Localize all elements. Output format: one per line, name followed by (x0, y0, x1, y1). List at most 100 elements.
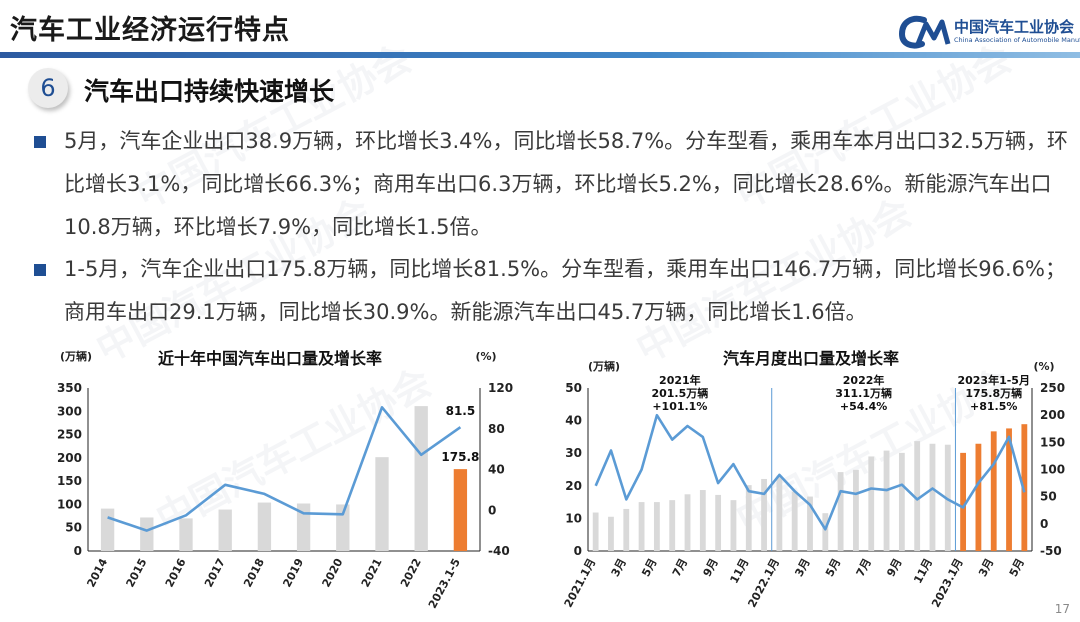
logo: 中国汽车工业协会 China Association of Automobile… (898, 14, 1080, 50)
bar (745, 485, 752, 551)
y-tick-label-left: 0 (574, 544, 582, 558)
bar (822, 513, 829, 551)
bar (761, 478, 767, 551)
x-tick-label: 7月 (670, 556, 690, 579)
x-tick-label: 11月 (728, 556, 752, 585)
y-tick-label-left: 0 (74, 544, 82, 558)
bar (929, 443, 936, 551)
x-tick-label: 2021.1月 (562, 556, 599, 609)
logo-text-cn: 中国汽车工业协会 (954, 18, 1075, 36)
data-label: 175.8 (441, 450, 479, 464)
bullet-square-icon (34, 136, 46, 148)
header-divider (0, 52, 1080, 58)
bar (914, 441, 921, 551)
x-tick-label: 2022.1月 (745, 556, 782, 609)
y-tick-label-right: 50 (1040, 490, 1057, 504)
bar (730, 500, 737, 551)
x-tick-label: 5月 (639, 556, 659, 579)
bar (853, 469, 859, 551)
y-tick-label-right: 80 (488, 422, 505, 436)
bullet-square-icon (34, 264, 46, 276)
bar (669, 500, 676, 551)
bar (608, 516, 614, 551)
data-label: 81.5 (446, 404, 476, 418)
bar (179, 518, 193, 551)
bar (623, 508, 630, 551)
bar (776, 475, 783, 551)
y-tick-label-left: 50 (565, 381, 582, 395)
x-tick-label: 2023.1月 (929, 556, 966, 609)
y-tick-label-right: 250 (1040, 381, 1065, 395)
bar (960, 452, 967, 551)
period-annotation: 2021年 (659, 373, 701, 387)
y-tick-label-left: 150 (57, 474, 82, 488)
y-tick-label-left: 350 (57, 381, 82, 395)
x-tick-label: 2021 (359, 556, 385, 589)
y-tick-label-right: 0 (488, 503, 496, 517)
bar (898, 452, 905, 551)
bullet-text: 1-5月，汽车企业出口175.8万辆，同比增长81.5%。分车型看，乘用车出口1… (64, 257, 1066, 324)
bar (653, 502, 660, 551)
chart-title: 汽车月度出口量及增长率 (723, 349, 899, 368)
bar (990, 431, 997, 551)
bar (837, 472, 844, 551)
bullet-item: 1-5月，汽车企业出口175.8万辆，同比增长81.5%。分车型看，乘用车出口1… (34, 248, 1074, 334)
x-tick-label: 3月 (976, 556, 996, 579)
logo-text-en: China Association of Automobile Manufact… (954, 36, 1080, 44)
period-annotation: 2022年 (843, 373, 885, 387)
y-axis-left-unit: (万辆) (588, 359, 620, 373)
growth-rate-line (594, 413, 1026, 531)
x-tick-label: 2019 (280, 556, 306, 589)
bar (296, 503, 311, 551)
x-tick-label: 3月 (792, 556, 812, 579)
y-tick-label-right: 150 (1040, 435, 1065, 449)
y-tick-label-left: 20 (565, 479, 582, 493)
x-tick-label: 9月 (884, 556, 904, 579)
x-tick-label: 2017 (202, 556, 228, 589)
bullet-text: 5月，汽车企业出口38.9万辆，环比增长3.4%，同比增长58.7%。分车型看，… (64, 129, 1068, 239)
y-tick-label-left: 250 (57, 428, 82, 442)
growth-rate-line (107, 406, 462, 532)
bar (336, 504, 350, 551)
x-tick-label: 7月 (854, 556, 874, 579)
y-tick-label-right: -40 (488, 544, 510, 558)
bar (375, 457, 389, 551)
x-tick-label: 2023.1-5 (426, 556, 463, 610)
section-title: 汽车出口持续快速增长 (84, 77, 335, 106)
bar (699, 490, 706, 551)
annual-export-chart: 近十年中国汽车出口量及增长率 (万辆) (%) 0 50 100 150 200 250 300 3… (57, 349, 513, 611)
y-tick-label-right: 0 (1040, 517, 1048, 531)
y-axis-right-unit: (%) (1033, 360, 1054, 373)
y-tick-label-right: 100 (1040, 463, 1065, 477)
page-title: 汽车工业经济运行特点 (10, 15, 290, 46)
bar (715, 494, 722, 551)
bar (883, 450, 890, 551)
period-annotation: 311.1万辆 (835, 386, 892, 400)
period-annotation: 175.8万辆 (965, 386, 1022, 400)
bar (453, 469, 468, 551)
x-tick-label: 3月 (609, 556, 629, 579)
bar (592, 512, 599, 551)
period-annotation: +54.4% (840, 400, 887, 413)
y-tick-label-left: 50 (65, 521, 82, 535)
y-tick-label-left: 40 (565, 414, 582, 428)
x-tick-label: 5月 (1007, 556, 1027, 579)
y-tick-label-right: 120 (488, 381, 513, 395)
y-axis-left-unit: (万辆) (60, 349, 92, 363)
x-tick-label: 2015 (124, 556, 150, 589)
bar (684, 494, 691, 551)
y-axis-right-unit: (%) (475, 350, 496, 363)
bullet-item: 5月，汽车企业出口38.9万辆，环比增长3.4%，同比增长58.7%。分车型看，… (34, 120, 1074, 249)
x-tick-label: 2022 (398, 556, 424, 589)
chart-title: 近十年中国汽车出口量及增长率 (158, 349, 382, 368)
bar (100, 508, 115, 551)
bar (218, 509, 232, 551)
bar (638, 502, 645, 551)
monthly-export-chart: 汽车月度出口量及增长率 (万辆) (%) 0 10 20 30 40 50 -50 0 50 100 15… (562, 349, 1065, 610)
page-number: 17 (1054, 602, 1070, 616)
y-tick-label-right: 200 (1040, 408, 1065, 422)
y-tick-label-right: 40 (488, 463, 505, 477)
bar (807, 496, 813, 551)
y-tick-label-right: -50 (1040, 544, 1062, 558)
